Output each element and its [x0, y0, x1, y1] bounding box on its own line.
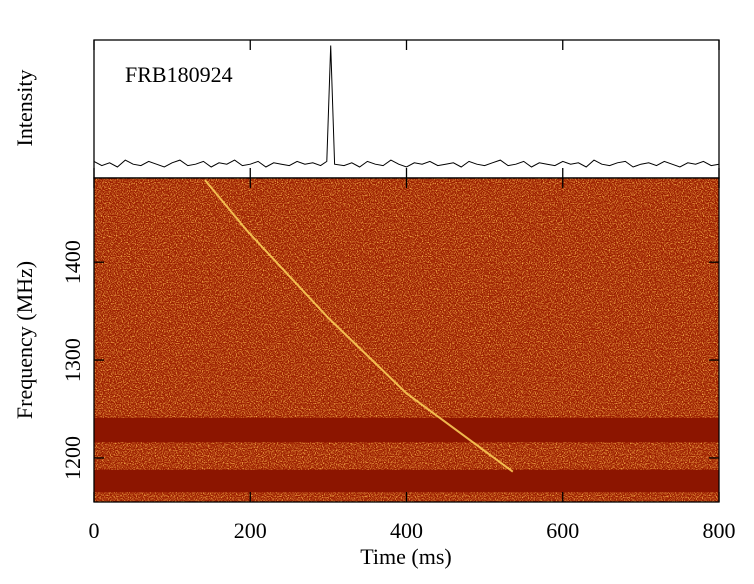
annotation: FRB180924	[125, 62, 233, 87]
x-tick-label: 600	[546, 518, 579, 543]
y-axis-label: Intensity	[12, 70, 37, 147]
masked-band	[94, 469, 719, 493]
plot-frame	[93, 39, 720, 179]
y-axis-label: Frequency (MHz)	[12, 261, 37, 419]
x-tick-label: 200	[234, 518, 267, 543]
dispersion-sweep	[204, 179, 514, 473]
intensity-line	[93, 45, 720, 168]
spectrogram	[94, 178, 719, 502]
x-tick-label: 800	[703, 518, 736, 543]
plot-layer: 0 200 400 600 800 1200 1300 1400	[60, 39, 736, 543]
masked-band	[94, 417, 719, 443]
x-axis-label: Time (ms)	[360, 544, 451, 569]
x-tick-label: 400	[390, 518, 423, 543]
y-tick-label: 1200	[60, 436, 85, 480]
y-tick-label: 1400	[60, 240, 85, 284]
x-tick-label: 0	[89, 518, 100, 543]
y-tick-label: 1300	[60, 338, 85, 382]
noise-bright	[94, 178, 719, 502]
